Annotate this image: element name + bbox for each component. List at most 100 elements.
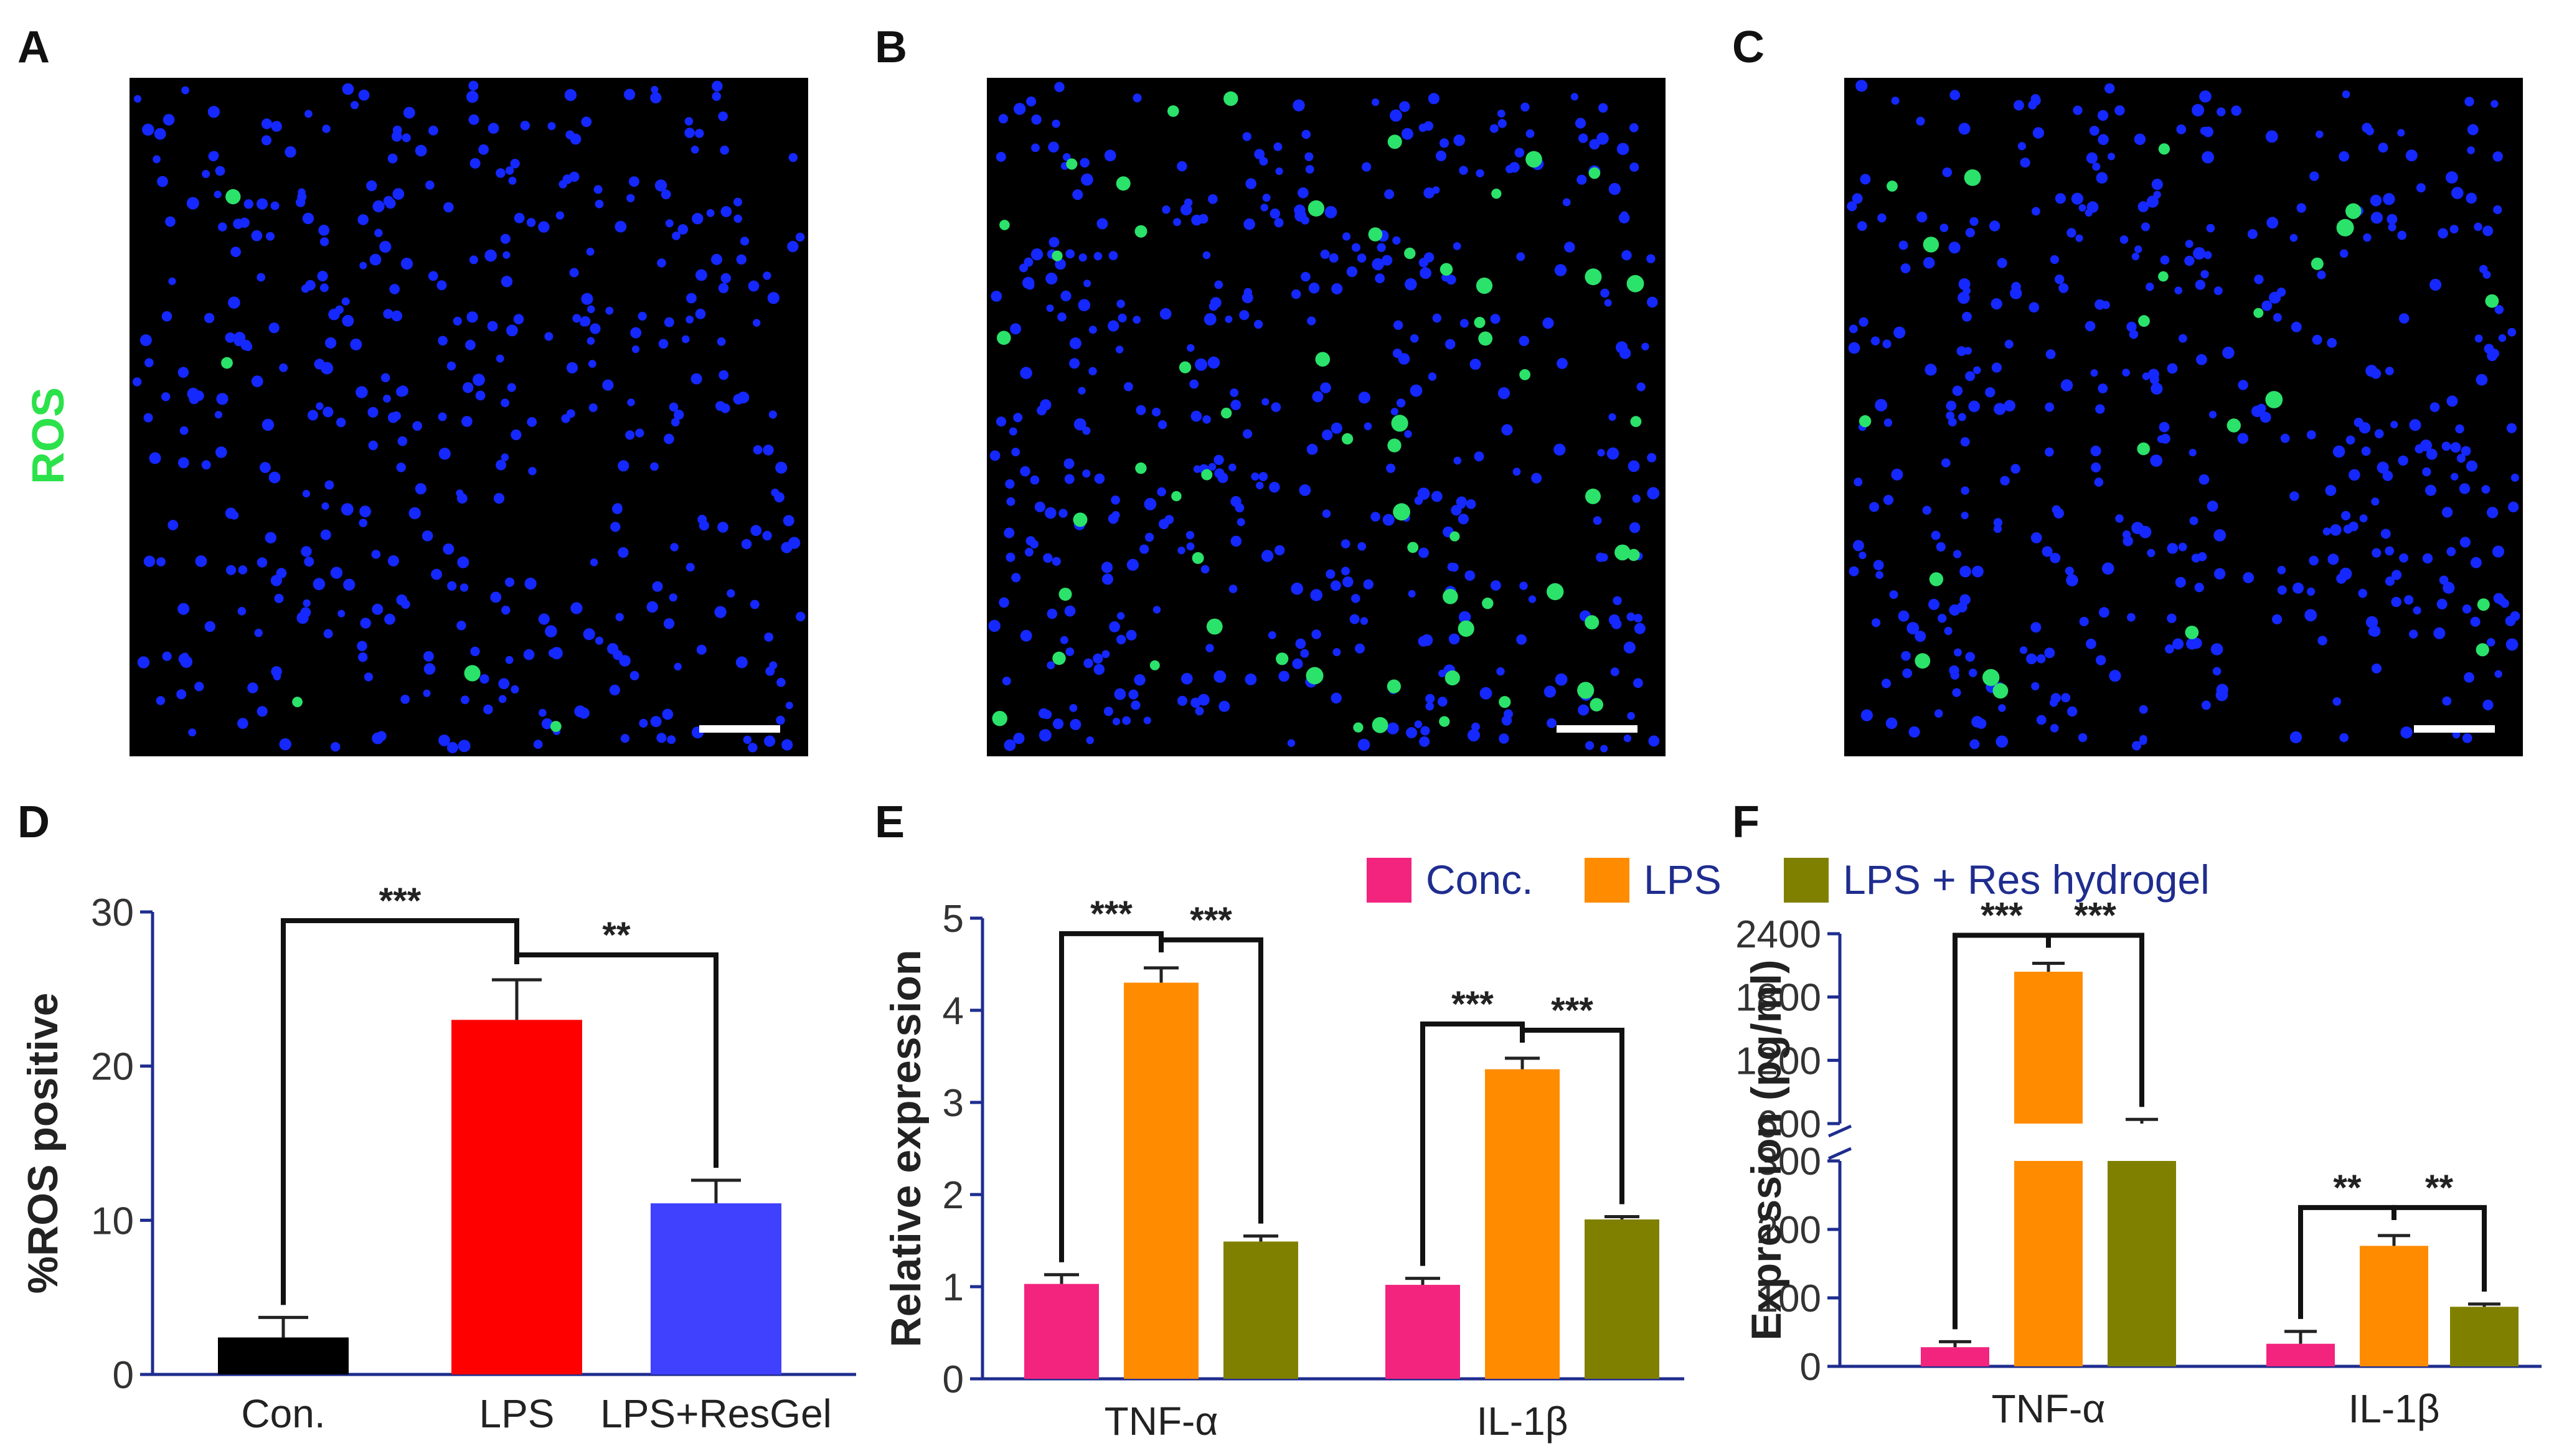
nucleus-dot	[1102, 573, 1113, 585]
nucleus-dot	[2101, 301, 2110, 309]
ros-positive-cell	[2185, 626, 2199, 639]
ros-cells-layer	[221, 189, 562, 732]
nucleus-dot	[247, 682, 258, 693]
bar-lps-res-hydrogel	[1585, 1219, 1659, 1379]
nucleus-dot	[1509, 162, 1520, 173]
significance-label: **	[2333, 1168, 2362, 1208]
nucleus-dot	[1925, 364, 1937, 376]
nucleus-dot	[1093, 653, 1103, 664]
nucleus-dot	[1230, 400, 1242, 410]
nucleus-dot	[2067, 706, 2078, 717]
nucleus-dot	[1332, 648, 1341, 657]
nucleus-dot	[663, 618, 675, 629]
nucleus-dot	[620, 734, 630, 743]
nucleus-dot	[2153, 190, 2161, 199]
nucleus-dot	[1898, 240, 1908, 250]
nucleus-dot	[2097, 110, 2109, 121]
nucleus-dot	[2474, 222, 2482, 232]
nucleus-dot	[1274, 218, 1284, 228]
nucleus-dot	[403, 106, 415, 119]
nucleus-dot	[2325, 485, 2337, 496]
nucleus-dot	[179, 426, 189, 435]
nucleus-dot	[2185, 240, 2194, 248]
nucleus-dot	[1499, 733, 1509, 744]
nucleus-dot	[243, 342, 253, 352]
nucleus-dot	[1869, 502, 1880, 512]
nucleus-dot	[1423, 187, 1435, 199]
nucleus-dot	[2045, 447, 2054, 457]
ros-positive-cell	[1915, 653, 1931, 669]
nucleus-dot	[391, 131, 402, 142]
nucleus-dot	[1026, 96, 1037, 106]
nucleus-dot	[2134, 245, 2142, 253]
nucleus-dot	[593, 185, 603, 194]
nucleus-dot	[372, 732, 384, 744]
nucleus-dot	[2017, 142, 2026, 151]
nucleus-dot	[1852, 540, 1864, 552]
nucleus-dot	[369, 253, 382, 266]
nucleus-dot	[1608, 413, 1616, 421]
nucleus-dot	[590, 558, 598, 566]
nucleus-dot	[1118, 313, 1127, 322]
nucleus-dot	[2109, 670, 2121, 682]
nucleus-dot	[1985, 387, 1996, 398]
nucleus-dot	[1184, 198, 1193, 207]
nucleus-dot	[1349, 614, 1360, 624]
nucleus-dot	[1065, 249, 1075, 259]
nucleus-dot	[1030, 248, 1044, 261]
nucleus-dot	[1849, 566, 1859, 576]
nucleus-dot	[2146, 283, 2154, 291]
nucleus-dot	[2487, 507, 2499, 519]
nucleus-dot	[583, 628, 595, 641]
nucleus-dot	[1553, 443, 1566, 456]
nucleus-dot	[1596, 552, 1606, 562]
nucleus-dot	[783, 515, 794, 527]
nucleus-dot	[2385, 576, 2395, 586]
nucleus-dot	[1245, 178, 1256, 189]
nucleus-dot	[1078, 253, 1087, 262]
nucleus-dot	[1576, 174, 1587, 185]
nucleus-dot	[1514, 148, 1525, 157]
ros-positive-cell	[2477, 598, 2490, 611]
nucleus-dot	[270, 201, 280, 210]
nucleus-dot	[2086, 201, 2099, 214]
nucleus-dot	[1131, 700, 1141, 710]
nucleus-dot	[1916, 212, 1928, 223]
nucleus-dot	[1408, 589, 1416, 598]
nucleus-dot	[767, 292, 780, 304]
nucleus-dot	[423, 689, 431, 697]
nucleus-dot	[161, 392, 171, 402]
nucleus-dot	[457, 556, 469, 568]
nucleus-dot	[319, 283, 329, 293]
nucleus-dot	[1204, 312, 1217, 326]
nucleus-dot	[1519, 581, 1528, 590]
nucleus-dot	[1031, 143, 1040, 153]
nucleus-dot	[2098, 383, 2108, 393]
nucleus-dot	[351, 101, 359, 110]
nucleus-dot	[319, 237, 329, 247]
ros-positive-cell	[2476, 643, 2489, 657]
nucleus-dot	[496, 354, 504, 363]
nucleus-dot	[1065, 647, 1075, 656]
nucleus-dot	[2490, 100, 2499, 108]
nucleus-dot	[1020, 367, 1032, 379]
nucleus-dot	[2030, 532, 2042, 543]
nucleus-dot	[2436, 598, 2448, 610]
nucleus-dot	[1889, 590, 1898, 599]
nucleus-dot	[514, 212, 525, 223]
nucleus-dot	[1308, 282, 1320, 294]
nucleus-dot	[443, 202, 454, 213]
nucleus-dot	[447, 581, 457, 591]
nucleus-dot	[775, 461, 788, 474]
nucleus-dot	[581, 116, 592, 128]
nucleus-dot	[1883, 495, 1894, 505]
nucleus-dot	[1976, 718, 1987, 729]
nucleus-dot	[2388, 223, 2396, 232]
nucleus-dot	[2042, 546, 2053, 557]
nucleus-dot	[1965, 228, 1975, 238]
nucleus-dot	[1428, 372, 1437, 381]
significance-bracket	[1520, 1027, 1624, 1205]
nucleus-dot	[2405, 149, 2418, 162]
ros-positive-cell	[1443, 589, 1458, 604]
nucleus-dot	[2175, 576, 2186, 588]
